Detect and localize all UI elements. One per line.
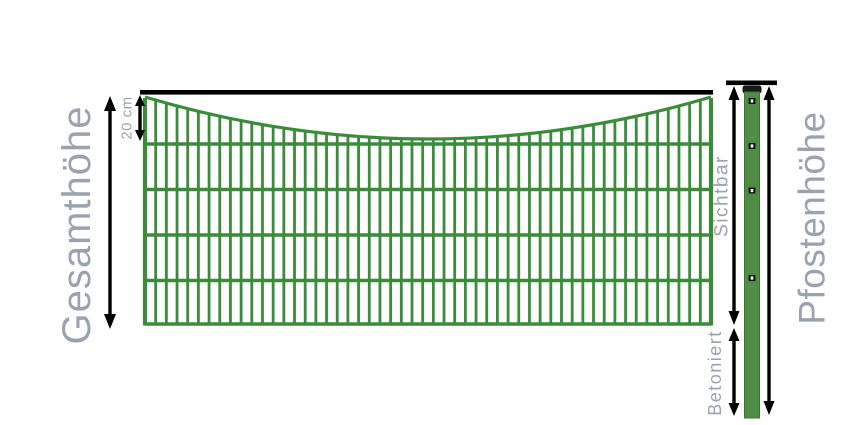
sag-depth-arrow	[135, 95, 145, 141]
post-clip-highlight	[750, 188, 754, 193]
post-height-reference-line	[726, 80, 777, 86]
post-body	[744, 91, 760, 419]
fence-post	[726, 80, 777, 419]
mesh-top-curve-wire	[144, 95, 712, 141]
total-height-arrow	[104, 96, 116, 329]
concreted-part-arrow	[728, 328, 740, 416]
total-height-reference-line	[140, 90, 713, 95]
visible-part-arrow	[728, 86, 740, 325]
post-clip-highlight	[750, 276, 754, 280]
total-height-label: Gesamthöhe	[55, 105, 99, 345]
sag-depth-label: 20 cm	[118, 96, 136, 140]
concreted-part-label: Betoniert	[705, 330, 725, 416]
post-clip-highlight	[750, 99, 754, 103]
post-height-arrow	[763, 86, 775, 415]
fence-mesh	[140, 90, 714, 326]
measurement-arrows	[104, 86, 775, 416]
post-height-label: Pfostenhöhe	[791, 111, 833, 325]
visible-part-label: Sichtbar	[711, 155, 733, 237]
post-clip-highlight	[750, 144, 754, 148]
